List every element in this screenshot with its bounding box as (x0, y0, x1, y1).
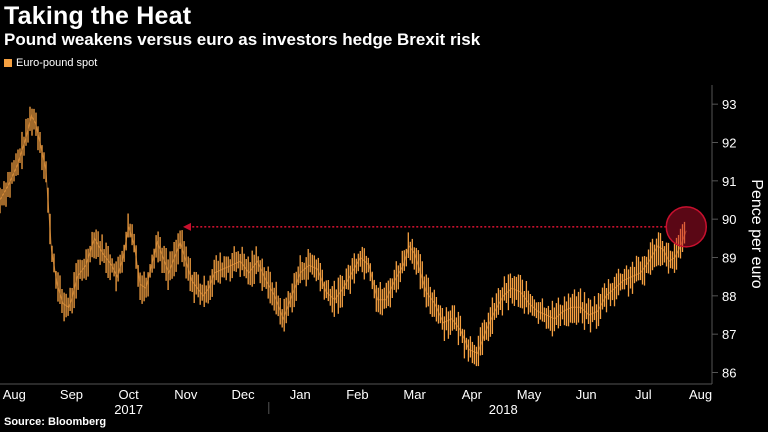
x-tick-label: Mar (403, 387, 426, 402)
x-tick-label: Oct (119, 387, 140, 402)
y-tick-label: 87 (722, 327, 736, 342)
x-year-label: 2017 (114, 402, 143, 417)
annotation-circle (665, 206, 708, 248)
y-tick-label: 88 (722, 289, 736, 304)
y-tick-label: 89 (722, 251, 736, 266)
x-tick-label: Sep (60, 387, 83, 402)
x-tick-label: Feb (346, 387, 368, 402)
y-tick-label: 92 (722, 136, 736, 151)
y-axis-title: Pence per euro (748, 179, 765, 289)
x-tick-label: Apr (462, 387, 483, 402)
series-line (0, 114, 687, 354)
x-tick-label: May (517, 387, 542, 402)
x-tick-label: Jul (635, 387, 652, 402)
y-tick-label: 90 (722, 212, 736, 227)
legend: Euro-pound spot (4, 57, 97, 69)
chart-subtitle: Pound weakens versus euro as investors h… (4, 30, 481, 49)
source-note: Source: Bloomberg (4, 416, 107, 428)
y-tick-label: 91 (722, 174, 736, 189)
y-tick-label: 93 (722, 97, 736, 112)
x-year-label: 2018 (489, 402, 518, 417)
chart-title: Taking the Heat (4, 2, 192, 30)
x-tick-label: Aug (3, 387, 26, 402)
legend-label: Euro-pound spot (16, 57, 98, 69)
x-tick-label: Aug (689, 387, 712, 402)
x-tick-label: Nov (174, 387, 198, 402)
x-tick-label: Dec (231, 387, 255, 402)
x-tick-label: Jan (290, 387, 311, 402)
legend-swatch (4, 59, 12, 67)
x-tick-label: Jun (576, 387, 597, 402)
y-tick-label: 86 (722, 366, 736, 381)
annotation-arrow-head (183, 222, 192, 231)
